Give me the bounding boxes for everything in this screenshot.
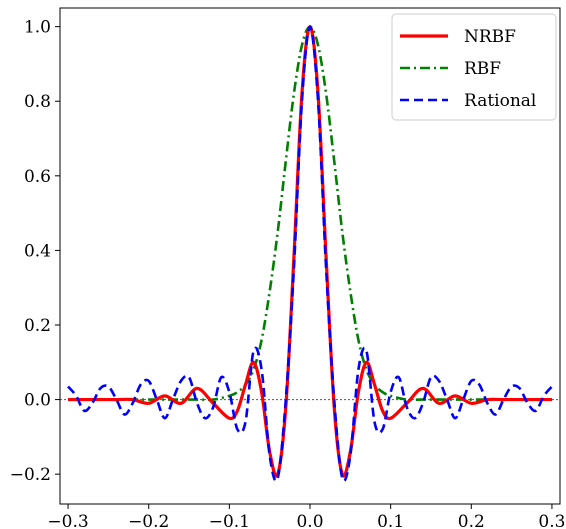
y-axis: −0.2 0.0 0.2 0.4 0.6 0.8 1.0	[10, 18, 60, 485]
x-tick-label: 0.3	[538, 512, 565, 529]
y-tick-label: 0.6	[24, 167, 51, 187]
legend-label-rbf: RBF	[464, 59, 501, 79]
x-tick-label: 0.2	[458, 512, 485, 529]
legend-box	[391, 13, 557, 121]
y-tick-label: 1.0	[24, 18, 51, 38]
y-tick-label: 0.8	[24, 92, 51, 112]
legend: NRBF RBF Rational	[391, 13, 557, 121]
y-tick-label: 0.2	[24, 316, 51, 336]
y-tick-label: −0.2	[10, 465, 51, 485]
x-tick-label: 0.1	[377, 512, 404, 529]
legend-label-nrbf: NRBF	[464, 27, 516, 47]
series-layer	[67, 25, 553, 483]
series-line-rational	[67, 25, 553, 483]
x-tick-label: −0.3	[47, 512, 88, 529]
y-tick-label: 0.4	[24, 241, 51, 261]
legend-label-rational: Rational	[464, 91, 536, 111]
x-tick-label: 0.0	[296, 512, 323, 529]
y-tick-label: 0.0	[24, 391, 51, 411]
x-tick-label: −0.2	[128, 512, 169, 529]
x-tick-label: −0.1	[209, 512, 250, 529]
x-axis: −0.3 −0.2 −0.1 0.0 0.1 0.2 0.3	[47, 504, 565, 529]
